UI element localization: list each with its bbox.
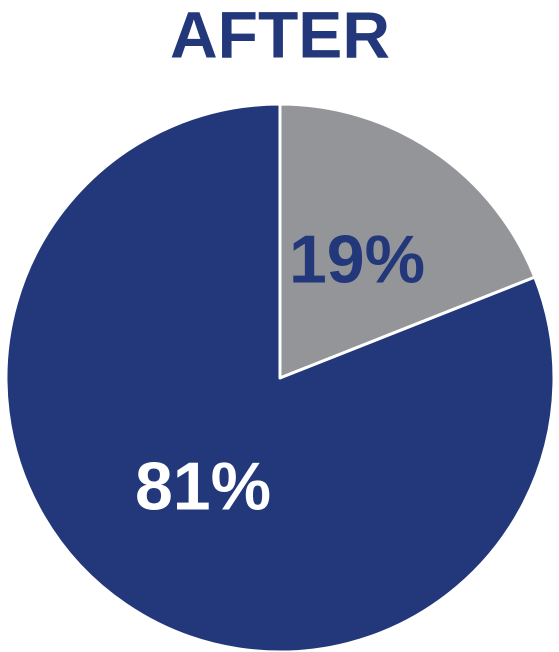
pie [4,102,556,652]
chart-title: AFTER [170,0,390,71]
value-label: 81% [135,448,271,524]
pie-slice [4,102,556,652]
value-label: 19% [289,222,425,298]
pie-slice [278,102,537,380]
